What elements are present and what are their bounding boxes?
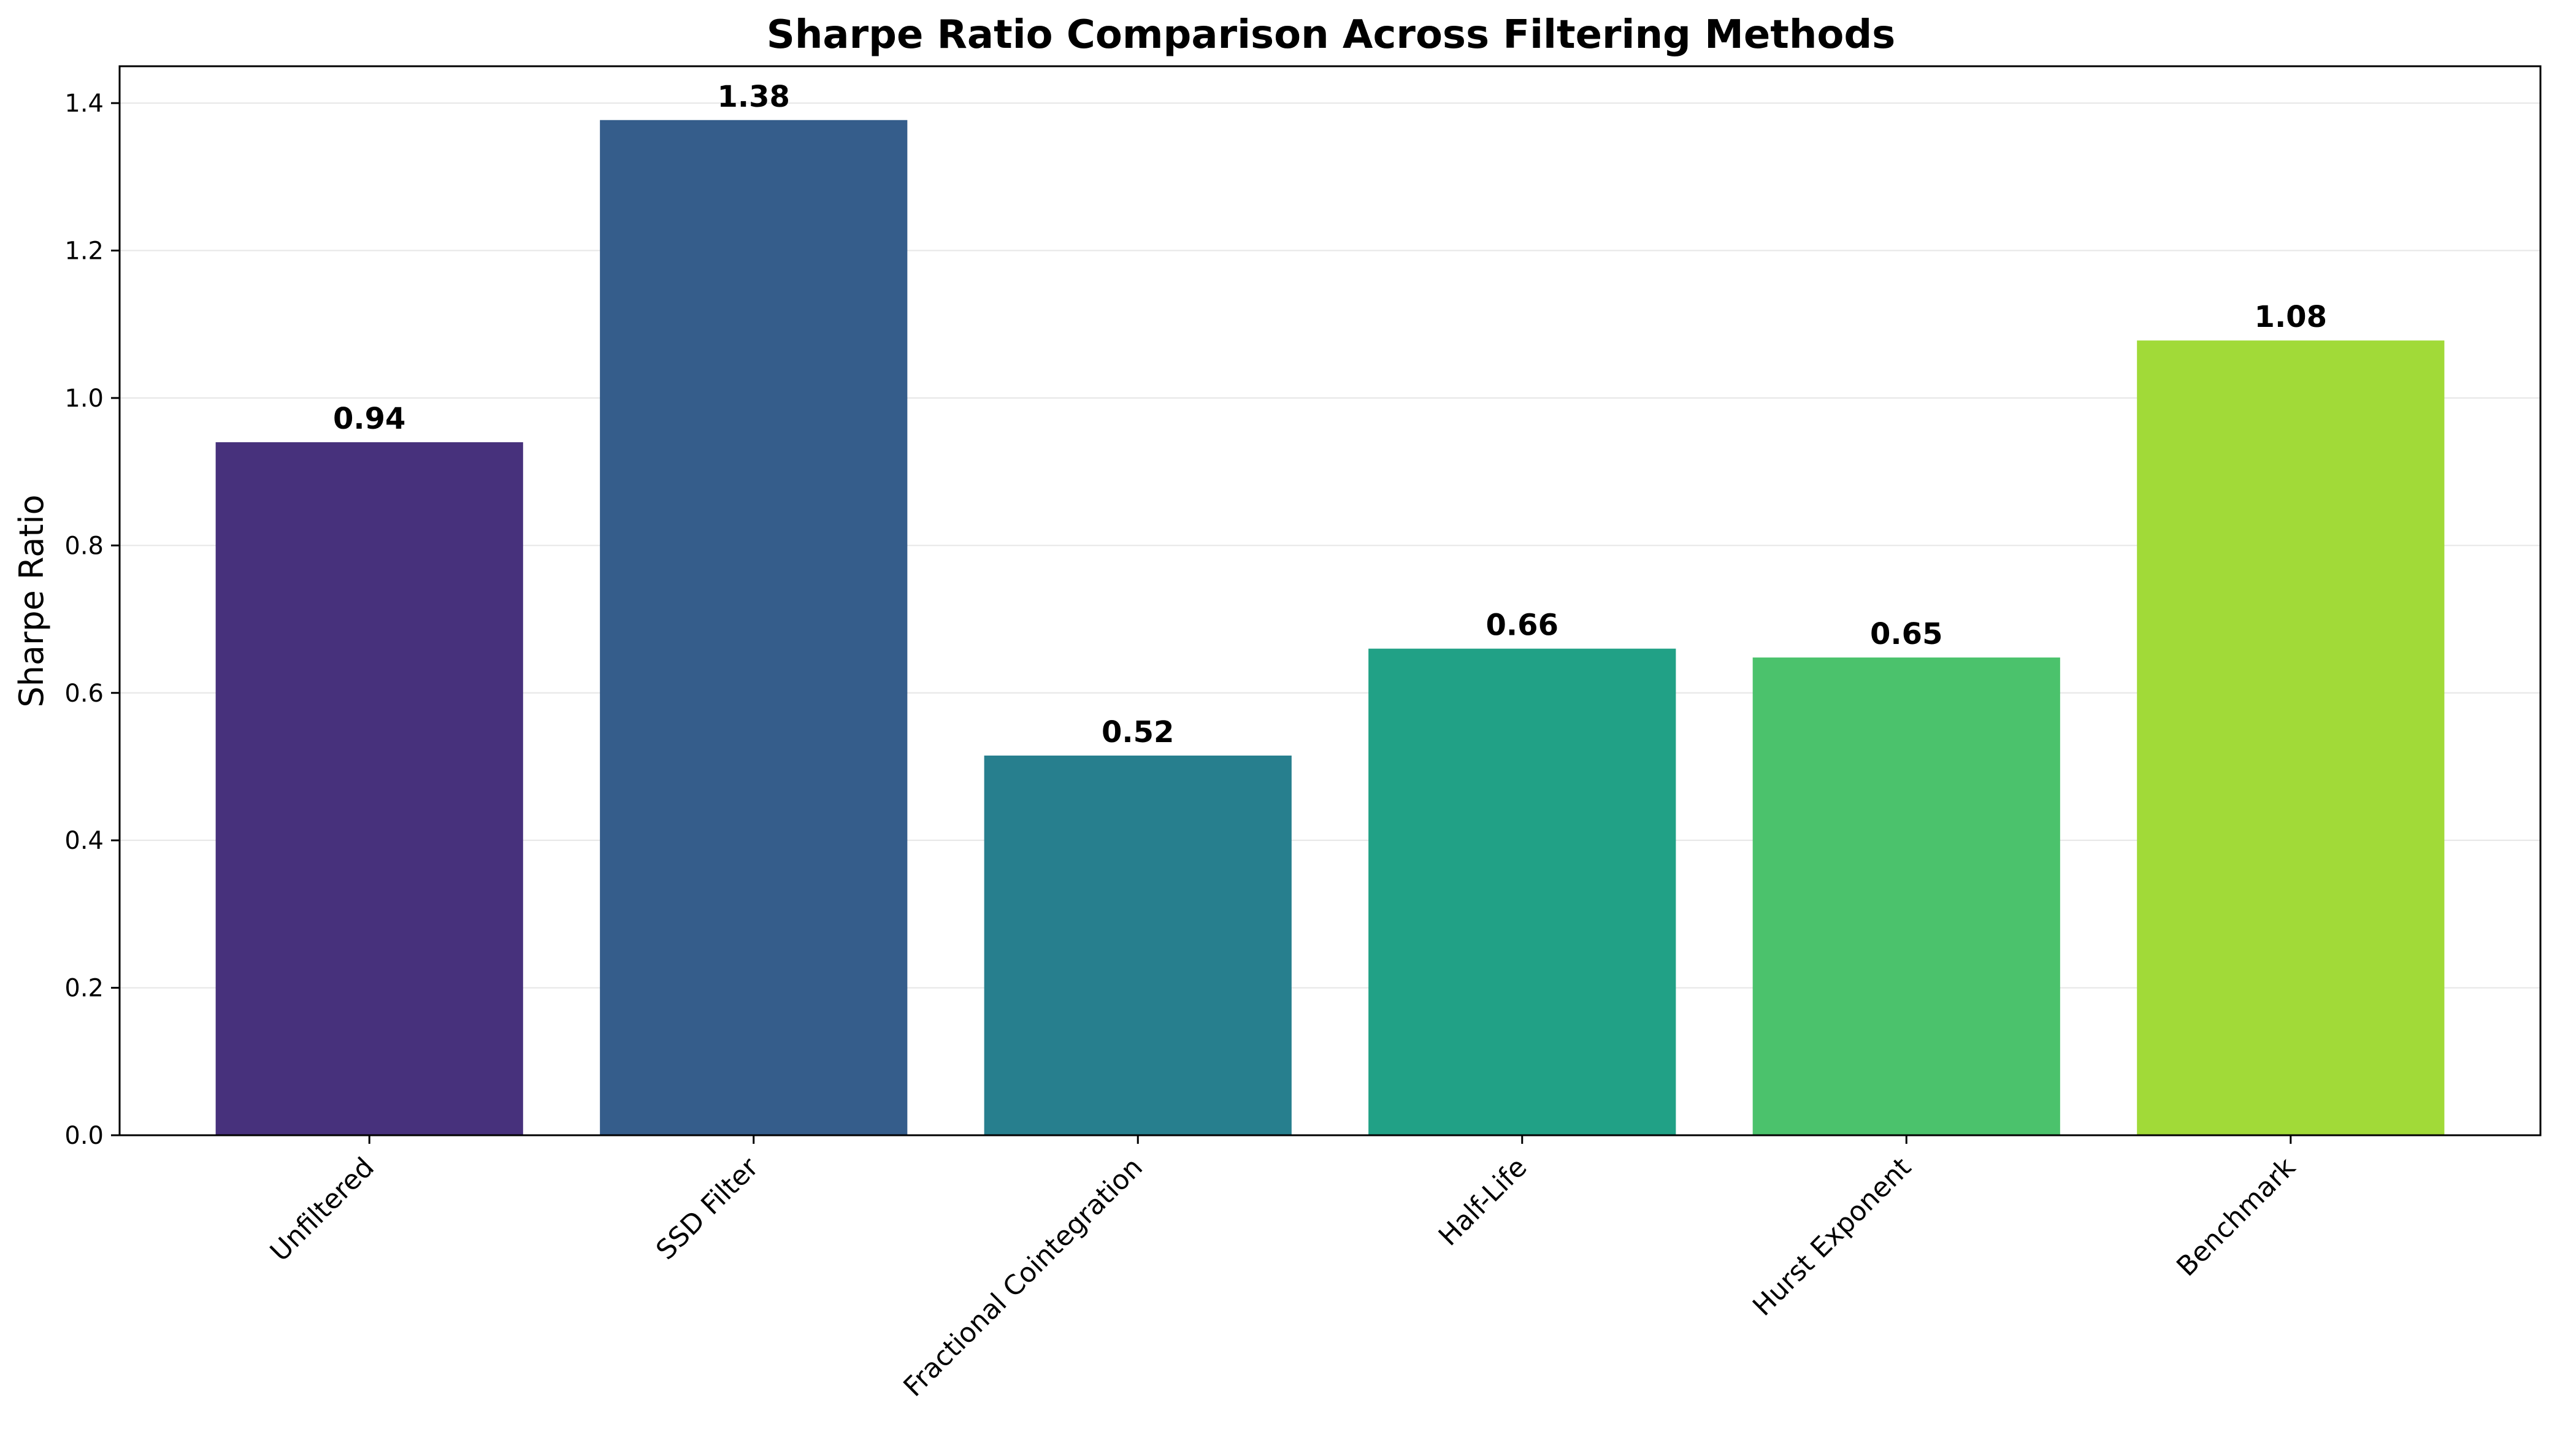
bar-value-labels: 0.94 1.38 0.52 0.66 0.65 1.08 [333,80,2327,749]
bar [215,442,523,1135]
bar-value-label: 0.66 [1486,608,1558,643]
bar [600,120,908,1136]
bar [1368,648,1676,1135]
bar-value-label: 0.52 [1102,715,1174,749]
bar-value-label: 0.94 [333,402,405,436]
bar-value-label: 0.65 [1870,617,1942,651]
plot-frame [118,65,2542,1136]
y-axis-label: Sharpe Ratio [12,494,51,707]
bar [1752,657,2060,1135]
y-tick-label: 0.8 [64,532,104,560]
y-tick-label: 0.0 [64,1122,104,1150]
y-tick-label: 1.2 [64,237,104,266]
bar [2137,340,2445,1135]
bar-value-label: 1.38 [718,80,790,114]
bars [215,120,2445,1136]
chart-title: Sharpe Ratio Comparison Across Filtering… [767,12,1896,58]
y-tick-label: 1.4 [64,90,104,118]
bar [984,755,1292,1135]
y-tick-label: 0.6 [64,680,104,708]
y-tick-label: 0.2 [64,975,104,1003]
bar-value-label: 1.08 [2255,300,2327,334]
y-axis: 0.0 0.2 0.4 0.6 0.8 1.0 1.2 1.4 [64,90,120,1150]
y-tick-label: 0.4 [64,827,104,855]
y-tick-label: 1.0 [64,385,104,413]
